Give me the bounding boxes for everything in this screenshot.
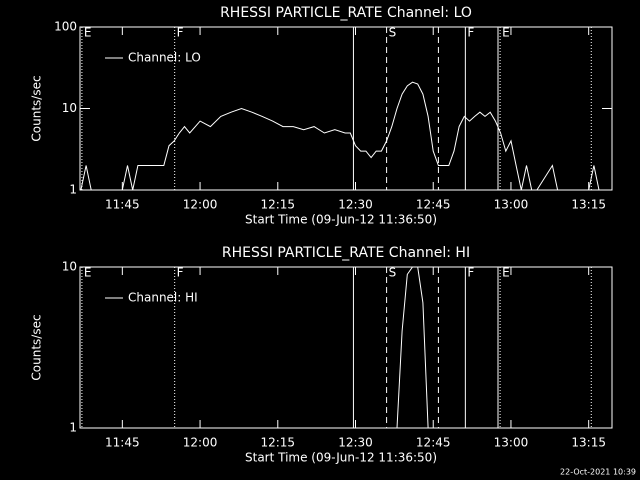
marker-label: F bbox=[177, 266, 184, 280]
y-tick-label: 1 bbox=[69, 421, 77, 435]
x-tick-label: 13:00 bbox=[494, 436, 529, 450]
x-tick-label: 12:45 bbox=[416, 198, 451, 212]
y-tick-label: 10 bbox=[62, 260, 77, 274]
x-tick-label: 12:30 bbox=[338, 436, 373, 450]
marker-label: S bbox=[389, 26, 397, 40]
marker-label: S bbox=[389, 266, 397, 280]
marker-label: F bbox=[467, 266, 474, 280]
y-axis-label: Counts/sec bbox=[30, 314, 44, 380]
x-tick-label: 12:45 bbox=[416, 436, 451, 450]
marker-label: E bbox=[502, 26, 510, 40]
x-axis-label: Start Time (09-Jun-12 11:36:50) bbox=[245, 451, 437, 465]
legend-label: Channel: LO bbox=[128, 51, 201, 65]
x-tick-label: 12:30 bbox=[338, 198, 373, 212]
y-tick-label: 1 bbox=[69, 183, 77, 197]
x-tick-label: 11:45 bbox=[105, 198, 140, 212]
x-axis-label: Start Time (09-Jun-12 11:36:50) bbox=[245, 213, 437, 227]
marker-label: F bbox=[177, 26, 184, 40]
legend-label: Channel: HI bbox=[128, 291, 198, 305]
x-tick-label: 13:00 bbox=[494, 198, 529, 212]
y-tick-label: 100 bbox=[54, 20, 77, 34]
data-line bbox=[80, 81, 610, 191]
marker-label: E bbox=[84, 26, 92, 40]
marker-label: F bbox=[467, 26, 474, 40]
y-axis-label: Counts/sec bbox=[30, 75, 44, 141]
chart-title: RHESSI PARTICLE_RATE Channel: HI bbox=[222, 245, 470, 261]
chart-title: RHESSI PARTICLE_RATE Channel: LO bbox=[220, 5, 472, 21]
x-tick-label: 11:45 bbox=[105, 436, 140, 450]
x-tick-label: 12:15 bbox=[260, 436, 295, 450]
marker-label: E bbox=[502, 266, 510, 280]
x-tick-label: 13:15 bbox=[571, 198, 606, 212]
x-tick-label: 12:00 bbox=[183, 436, 218, 450]
data-line bbox=[80, 266, 610, 429]
x-tick-label: 12:15 bbox=[260, 198, 295, 212]
x-tick-label: 12:00 bbox=[183, 198, 218, 212]
y-tick-label: 10 bbox=[62, 101, 77, 115]
footer-date: 22-Oct-2021 10:39 bbox=[560, 468, 636, 477]
x-tick-label: 13:15 bbox=[571, 436, 606, 450]
marker-label: E bbox=[84, 266, 92, 280]
